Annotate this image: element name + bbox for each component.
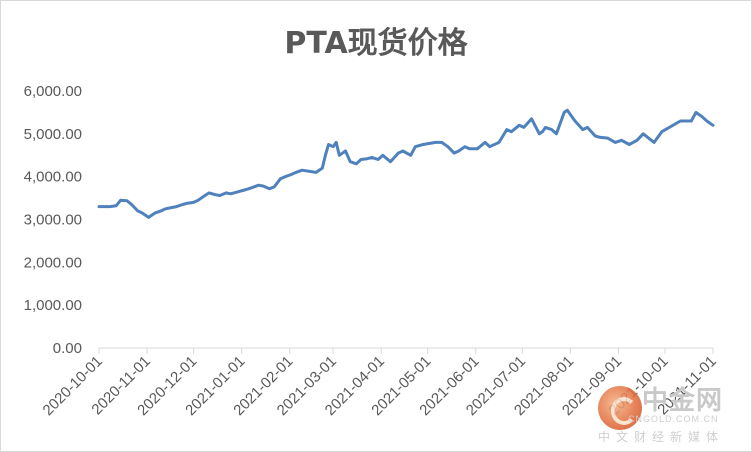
y-axis-ticks: 0.00 1,000.00 2,000.00 3,000.00 4,000.00 5,00… [24,83,82,357]
watermark-url: CNGOLD.COM.CN [628,414,719,424]
y-tick-label: 0.00 [53,340,82,357]
y-tick-label: 6,000.00 [24,83,82,100]
watermark-logo-icon [598,386,642,430]
series-group [97,108,715,219]
y-tick-label: 3,000.00 [24,212,82,229]
watermark-subtitle: 中文财经新媒体 [598,430,725,444]
y-tick-label: 4,000.00 [24,169,82,186]
watermark-brand: 中金网 [642,386,724,416]
y-tick-label: 2,000.00 [24,254,82,271]
series-line [97,108,715,219]
chart-title: PTA现货价格 [284,26,468,61]
y-tick-label: 1,000.00 [24,297,82,314]
y-tick-label: 5,000.00 [24,126,82,143]
